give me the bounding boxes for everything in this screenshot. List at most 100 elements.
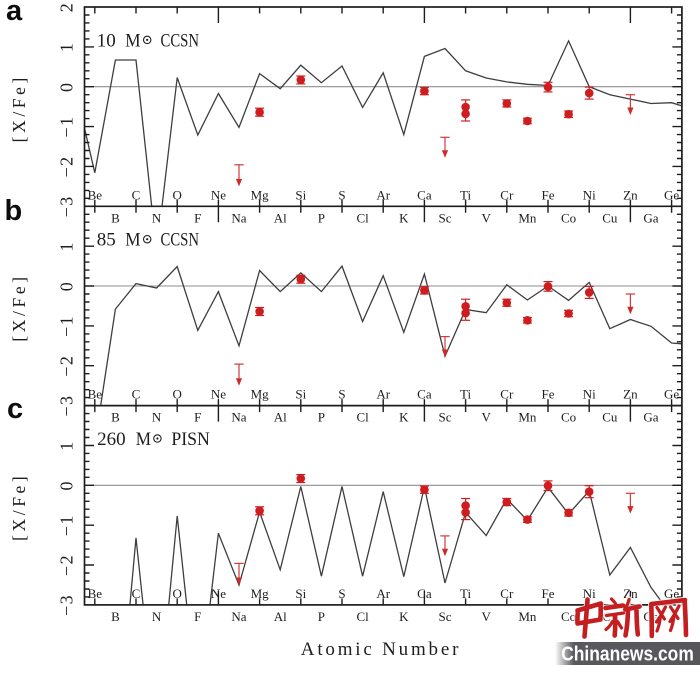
svg-text:Zn: Zn — [623, 187, 638, 202]
svg-text:Ne: Ne — [211, 387, 226, 402]
svg-text:Mn: Mn — [518, 609, 537, 624]
svg-text:Si: Si — [295, 187, 306, 202]
svg-text:C: C — [132, 387, 141, 402]
svg-text:Na: Na — [231, 410, 246, 425]
svg-text:V: V — [482, 609, 492, 624]
svg-text:Ar: Ar — [376, 586, 390, 601]
svg-text:Cr: Cr — [500, 187, 514, 202]
svg-text:Na: Na — [231, 609, 246, 624]
svg-text:Fe: Fe — [542, 387, 555, 402]
svg-text:Na: Na — [231, 210, 246, 225]
svg-text:1: 1 — [57, 440, 77, 451]
svg-text:S: S — [338, 187, 345, 202]
svg-text:PISN: PISN — [171, 429, 210, 450]
svg-text:Cr: Cr — [500, 586, 514, 601]
svg-text:Ar: Ar — [376, 387, 390, 402]
svg-text:Zn: Zn — [623, 387, 638, 402]
svg-text:Ti: Ti — [460, 387, 471, 402]
svg-text:B: B — [111, 210, 120, 225]
svg-text:N: N — [152, 609, 162, 624]
svg-text:Si: Si — [295, 586, 306, 601]
svg-text:Ni: Ni — [583, 387, 596, 402]
svg-text:Cu: Cu — [602, 410, 618, 425]
svg-text:N: N — [152, 410, 162, 425]
svg-text:2: 2 — [57, 2, 77, 13]
svg-text:Cu: Cu — [602, 210, 618, 225]
svg-text:O: O — [173, 187, 182, 202]
svg-text:−3: −3 — [57, 195, 77, 217]
svg-text:F: F — [194, 410, 201, 425]
svg-text:CCSN: CCSN — [161, 30, 200, 51]
svg-text:0: 0 — [57, 81, 77, 92]
svg-text:Ga: Ga — [643, 210, 658, 225]
svg-text:F: F — [194, 609, 201, 624]
svg-text:Cl: Cl — [356, 609, 369, 624]
svg-text:K: K — [399, 609, 409, 624]
svg-text:Al: Al — [274, 210, 287, 225]
svg-text:Ni: Ni — [583, 187, 596, 202]
svg-text:Ga: Ga — [643, 410, 658, 425]
svg-text:Be: Be — [88, 387, 103, 402]
svg-text:Ca: Ca — [417, 187, 432, 202]
svg-text:c: c — [7, 393, 23, 425]
svg-text:b: b — [5, 195, 23, 227]
svg-text:−3: −3 — [57, 594, 77, 616]
svg-text:a: a — [6, 0, 23, 27]
svg-text:−2: −2 — [57, 554, 77, 576]
svg-text:Al: Al — [274, 609, 287, 624]
svg-text:S: S — [338, 387, 345, 402]
svg-text:Mg: Mg — [251, 586, 270, 601]
svg-text:Be: Be — [88, 586, 103, 601]
svg-text:Ar: Ar — [376, 187, 390, 202]
svg-text:−1: −1 — [57, 315, 77, 337]
svg-text:Mn: Mn — [518, 210, 537, 225]
svg-text:85: 85 — [97, 230, 116, 251]
svg-text:260: 260 — [97, 429, 126, 450]
svg-text:Ti: Ti — [460, 187, 471, 202]
svg-text:[X/Fe]: [X/Fe] — [9, 273, 29, 341]
svg-text:S: S — [338, 586, 345, 601]
svg-text:M: M — [125, 230, 140, 251]
svg-text:CCSN: CCSN — [161, 230, 200, 251]
svg-text:Cl: Cl — [356, 210, 369, 225]
svg-text:Si: Si — [295, 387, 306, 402]
svg-text:[X/Fe]: [X/Fe] — [9, 74, 29, 142]
svg-text:Co: Co — [561, 609, 576, 624]
svg-text:1: 1 — [57, 241, 77, 252]
svg-text:Sc: Sc — [439, 609, 452, 624]
svg-text:Ge: Ge — [664, 387, 679, 402]
svg-text:Sc: Sc — [439, 210, 452, 225]
svg-text:M: M — [136, 429, 151, 450]
svg-text:Ge: Ge — [664, 187, 679, 202]
svg-text:Be: Be — [88, 187, 103, 202]
svg-text:K: K — [399, 210, 409, 225]
svg-text:Ca: Ca — [417, 387, 432, 402]
svg-text:B: B — [111, 410, 120, 425]
svg-text:Ne: Ne — [211, 586, 226, 601]
svg-text:0: 0 — [57, 480, 77, 491]
svg-text:Co: Co — [561, 410, 576, 425]
svg-text:Ca: Ca — [417, 586, 432, 601]
svg-text:[X/Fe]: [X/Fe] — [9, 473, 29, 541]
svg-text:N: N — [152, 210, 162, 225]
svg-text:V: V — [482, 410, 492, 425]
svg-text:O: O — [173, 387, 182, 402]
svg-text:−1: −1 — [57, 514, 77, 536]
svg-text:P: P — [318, 210, 325, 225]
svg-text:O: O — [173, 586, 182, 601]
svg-text:Ti: Ti — [460, 586, 471, 601]
svg-text:Cr: Cr — [500, 387, 514, 402]
svg-text:Ne: Ne — [211, 187, 226, 202]
svg-text:Cl: Cl — [356, 410, 369, 425]
svg-text:Ge: Ge — [664, 586, 679, 601]
svg-text:M: M — [125, 30, 140, 51]
svg-text:Fe: Fe — [542, 187, 555, 202]
svg-text:C: C — [132, 187, 141, 202]
svg-text:Sc: Sc — [439, 410, 452, 425]
svg-text:Mg: Mg — [251, 387, 270, 402]
svg-text:K: K — [399, 410, 409, 425]
svg-text:−2: −2 — [57, 155, 77, 177]
svg-text:Fe: Fe — [542, 586, 555, 601]
svg-text:Chinanews.com: Chinanews.com — [561, 643, 694, 666]
svg-text:V: V — [482, 210, 492, 225]
